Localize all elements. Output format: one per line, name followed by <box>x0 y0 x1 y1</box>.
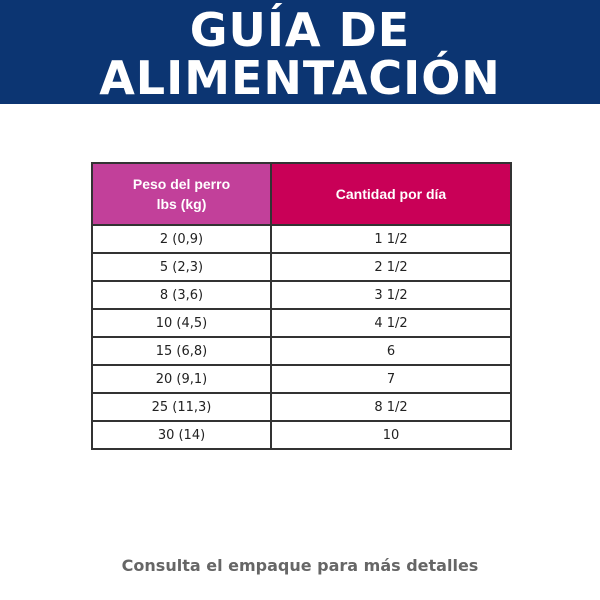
table-row: 8 (3,6) 3 1/2 <box>91 280 512 310</box>
header-line: lbs (kg) <box>156 196 207 212</box>
table-cell: 4 1/2 <box>270 308 512 338</box>
column-header: Peso del perro lbs (kg) <box>91 162 272 226</box>
table-row: 15 (6,8) 6 <box>91 336 512 366</box>
table-cell: 2 (0,9) <box>91 224 272 254</box>
table-cell: 8 1/2 <box>270 392 512 422</box>
table-row: 5 (2,3) 2 1/2 <box>91 252 512 282</box>
table-row: 20 (9,1) 7 <box>91 364 512 394</box>
table-cell: 30 (14) <box>91 420 272 450</box>
table-cell: 3 1/2 <box>270 280 512 310</box>
title-line: GUÍA DE <box>189 3 411 57</box>
table-row: 2 (0,9) 1 1/2 <box>91 224 512 254</box>
header: GUÍA DE ALIMENTACIÓN <box>0 0 600 104</box>
table-cell: 5 (2,3) <box>91 252 272 282</box>
table-cell: 1 1/2 <box>270 224 512 254</box>
table-cell: 2 1/2 <box>270 252 512 282</box>
table-row: 25 (11,3) 8 1/2 <box>91 392 512 422</box>
table-cell: 7 <box>270 364 512 394</box>
table-cell: 10 <box>270 420 512 450</box>
table-cell: 25 (11,3) <box>91 392 272 422</box>
table-row: 30 (14) 10 <box>91 420 512 450</box>
title-line: ALIMENTACIÓN <box>99 51 501 105</box>
table-row: 10 (4,5) 4 1/2 <box>91 308 512 338</box>
table-cell: 15 (6,8) <box>91 336 272 366</box>
table-cell: 10 (4,5) <box>91 308 272 338</box>
table-cell: 6 <box>270 336 512 366</box>
table-cell: 8 (3,6) <box>91 280 272 310</box>
feeding-table: Peso del perro lbs (kg) Cantidad por día … <box>91 162 512 450</box>
footer-note: Consulta el empaque para más detalles <box>121 556 479 575</box>
column-header: Cantidad por día <box>270 162 512 226</box>
table-cell: 20 (9,1) <box>91 364 272 394</box>
table-body: 2 (0,9) 1 1/2 5 (2,3) 2 1/2 8 (3,6) 3 1/2 10 (… <box>91 224 512 450</box>
header-line: Peso del perro <box>132 176 231 192</box>
header-row: Peso del perro lbs (kg) Cantidad por día <box>91 162 512 226</box>
